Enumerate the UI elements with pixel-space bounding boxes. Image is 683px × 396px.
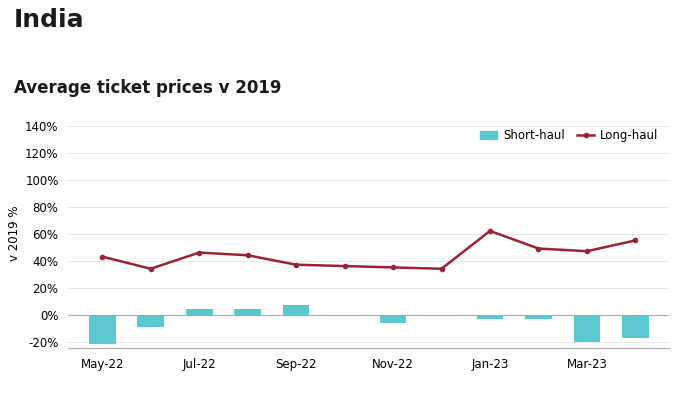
Bar (477, 315, 503, 319)
Bar (622, 315, 649, 338)
Bar (574, 315, 600, 342)
Bar (234, 309, 261, 315)
Legend: Short-haul, Long-haul: Short-haul, Long-haul (475, 125, 663, 147)
Bar (331, 315, 358, 316)
Bar (380, 315, 406, 323)
Bar (525, 315, 552, 319)
Bar (186, 309, 212, 315)
Bar (428, 315, 455, 316)
Bar (283, 305, 309, 315)
Text: Average ticket prices v 2019: Average ticket prices v 2019 (14, 79, 281, 97)
Bar (89, 315, 115, 345)
Y-axis label: v 2019 %: v 2019 % (8, 206, 21, 261)
Text: India: India (14, 8, 84, 32)
Bar (137, 315, 164, 327)
